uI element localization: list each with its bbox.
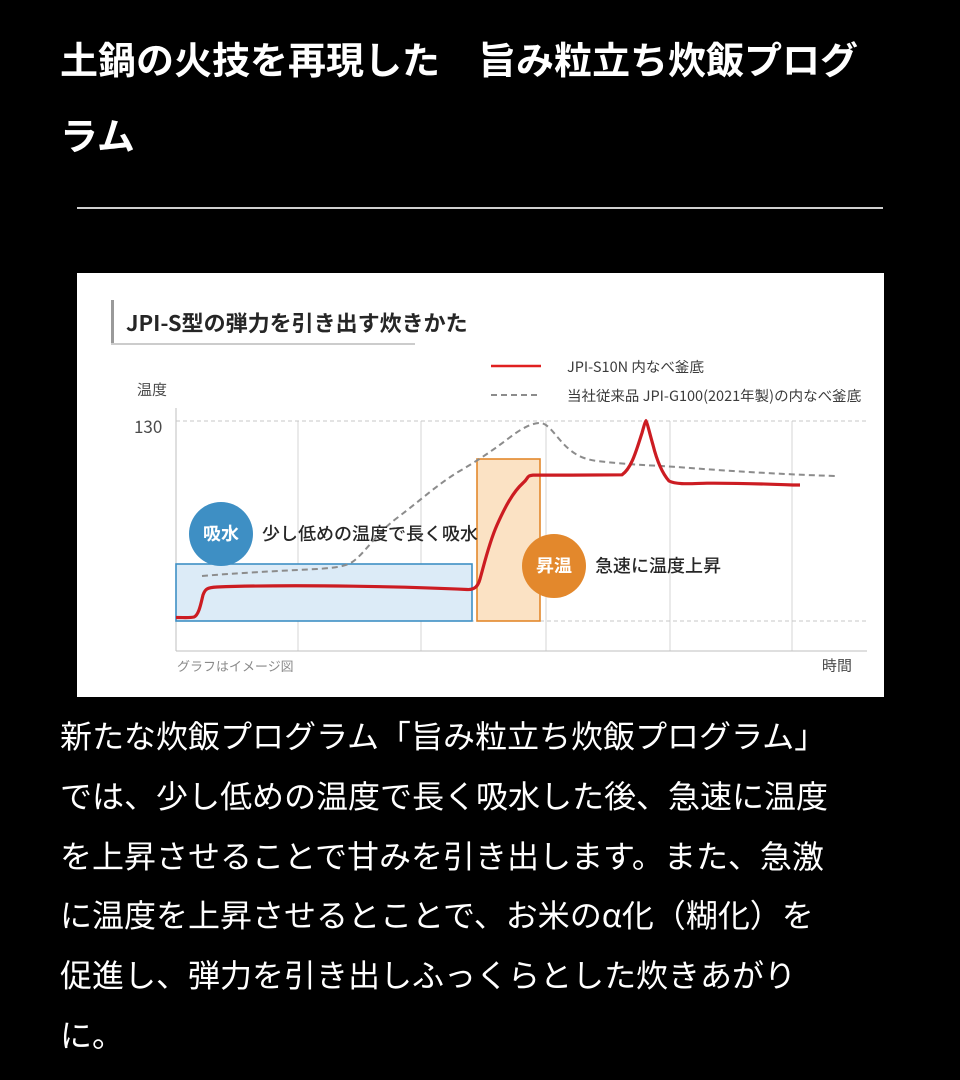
- svg-text:急速に温度上昇: 急速に温度上昇: [595, 552, 721, 578]
- svg-text:JPI-S型の弾力を引き出す炊きかた: JPI-S型の弾力を引き出す炊きかた: [126, 306, 468, 338]
- svg-text:当社従来品 JPI-G100(2021年製)の内なべ釜底: 当社従来品 JPI-G100(2021年製)の内なべ釜底: [567, 385, 861, 406]
- svg-text:温度: 温度: [137, 379, 167, 400]
- svg-text:昇温: 昇温: [536, 552, 572, 578]
- svg-text:吸水: 吸水: [203, 520, 239, 546]
- svg-text:JPI-S10N 内なべ釜底: JPI-S10N 内なべ釜底: [567, 356, 704, 377]
- svg-text:130: 130: [134, 413, 162, 438]
- svg-text:グラフはイメージ図: グラフはイメージ図: [177, 656, 294, 675]
- svg-text:少し低めの温度で長く吸水: 少し低めの温度で長く吸水: [262, 520, 478, 546]
- svg-text:時間: 時間: [822, 655, 852, 676]
